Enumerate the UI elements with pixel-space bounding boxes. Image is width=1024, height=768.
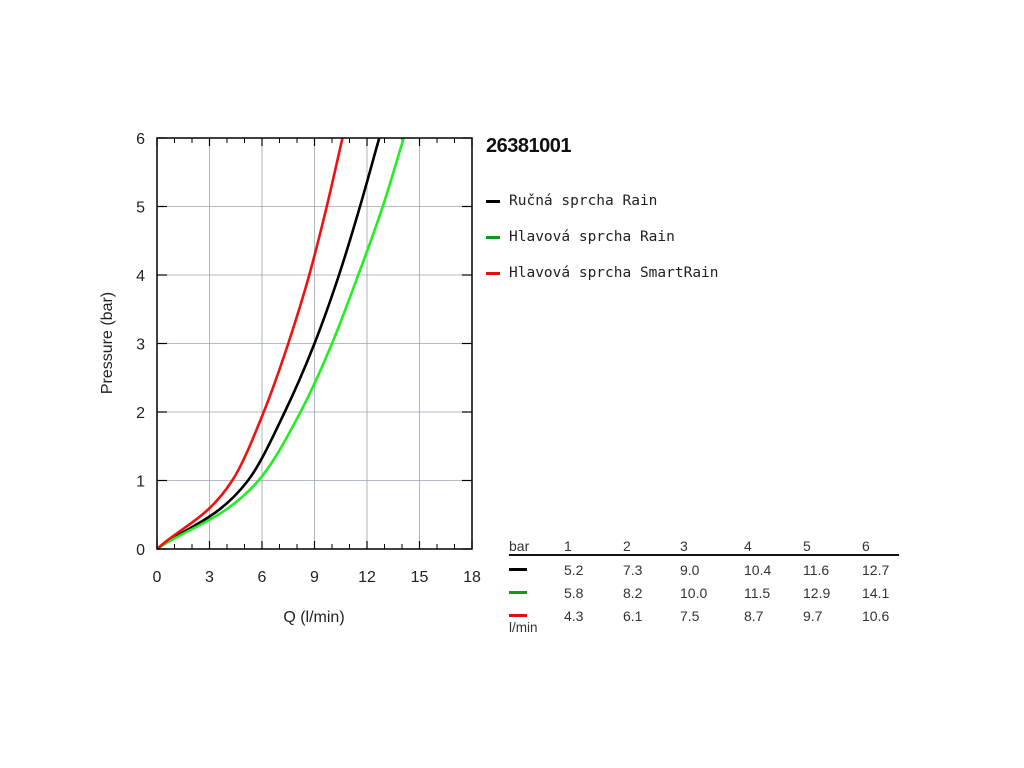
table-cell: 14.1 xyxy=(862,585,890,601)
product-code: 26381001 xyxy=(486,135,571,157)
y-axis-title: Pressure (bar) xyxy=(99,292,116,394)
y-tick-label: 4 xyxy=(136,268,145,285)
table-header-cell: 2 xyxy=(623,538,631,554)
legend-swatch xyxy=(486,199,500,203)
table-cell: 11.5 xyxy=(744,585,771,601)
table-cell: 9.0 xyxy=(680,562,700,578)
table-header-cell: 6 xyxy=(862,538,870,554)
table-cell: 10.6 xyxy=(862,608,890,624)
table-cell: 6.1 xyxy=(623,608,643,624)
legend-item-hlavova-sprcha-rain: Hlavová sprcha Rain xyxy=(486,219,719,255)
table-cell: 4.3 xyxy=(564,608,584,624)
table-header-cell: 4 xyxy=(744,538,752,554)
x-tick-label: 18 xyxy=(463,569,481,586)
series-line-rucna-sprcha-rain xyxy=(156,137,381,551)
table-cell: 11.6 xyxy=(803,562,830,578)
table-header-cell: 1 xyxy=(564,538,572,554)
table-unit-lmin: l/min xyxy=(509,620,538,635)
y-tick-label: 5 xyxy=(136,200,145,217)
table-cell: 8.2 xyxy=(623,585,643,601)
table-header-rule xyxy=(509,554,899,556)
series-line-hlavova-sprcha-rain xyxy=(156,137,405,551)
table-cell: 5.8 xyxy=(564,585,584,601)
table-cell: 9.7 xyxy=(803,608,823,624)
table-row-swatch xyxy=(509,591,527,594)
x-tick-label: 0 xyxy=(153,569,162,586)
legend-label: Hlavová sprcha SmartRain xyxy=(509,265,719,281)
x-tick-label: 3 xyxy=(205,569,214,586)
y-tick-label: 1 xyxy=(136,474,145,491)
x-tick-label: 6 xyxy=(258,569,267,586)
legend-swatch xyxy=(486,271,500,275)
series-lines xyxy=(156,137,405,551)
table-unit-bar: bar xyxy=(509,538,530,554)
y-tick-label: 2 xyxy=(136,405,145,422)
legend-label: Ručná sprcha Rain xyxy=(509,193,658,209)
x-axis-title: Q (l/min) xyxy=(283,609,344,626)
table-row-swatch xyxy=(509,568,527,571)
legend: Ručná sprcha Rain Hlavová sprcha Rain Hl… xyxy=(486,183,719,291)
y-tick-label: 0 xyxy=(136,542,145,559)
flow-rate-table: bar l/min 1 2 3 4 5 6 5.2 7.3 9.0 10.4 11.6 12.7 5.8… xyxy=(509,538,899,638)
table-cell: 12.9 xyxy=(803,585,831,601)
series-line-hlavova-sprcha-smartrain xyxy=(156,137,344,550)
legend-swatch xyxy=(486,235,500,239)
table-cell: 8.7 xyxy=(744,608,764,624)
table-header-cell: 5 xyxy=(803,538,811,554)
table-cell: 5.2 xyxy=(564,562,584,578)
table-cell: 7.5 xyxy=(680,608,700,624)
x-tick-label: 12 xyxy=(358,569,376,586)
table-header-cell: 3 xyxy=(680,538,688,554)
y-tick-label: 6 xyxy=(136,131,145,148)
table-cell: 12.7 xyxy=(862,562,890,578)
table-row-swatch xyxy=(509,614,527,617)
legend-label: Hlavová sprcha Rain xyxy=(509,229,675,245)
table-cell: 10.0 xyxy=(680,585,708,601)
x-tick-label: 15 xyxy=(411,569,429,586)
legend-item-rucna-sprcha-rain: Ručná sprcha Rain xyxy=(486,183,719,219)
y-tick-label: 3 xyxy=(136,337,145,354)
grid-lines xyxy=(157,138,472,549)
x-tick-label: 9 xyxy=(310,569,319,586)
table-cell: 7.3 xyxy=(623,562,643,578)
table-cell: 10.4 xyxy=(744,562,772,578)
legend-item-hlavova-sprcha-smartrain: Hlavová sprcha SmartRain xyxy=(486,255,719,291)
plot-frame xyxy=(156,137,473,550)
